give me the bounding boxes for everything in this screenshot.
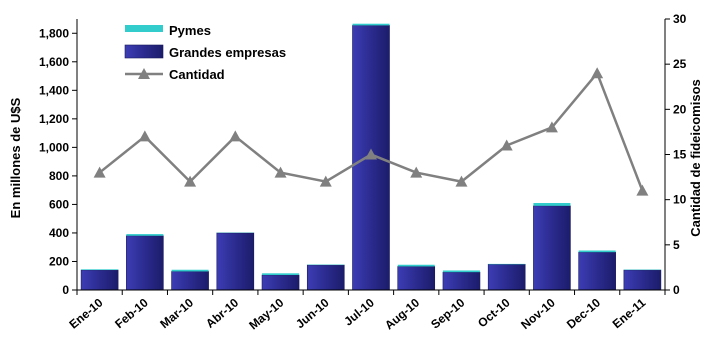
y-tick-label: 1,200 — [39, 112, 69, 126]
y-axis-title: En millones de U$S — [8, 97, 23, 218]
bar-pymes-11 — [578, 250, 616, 253]
y2-axis-title: Cantidad de fideicomisos — [688, 79, 703, 236]
bar-grandes-5 — [306, 264, 345, 291]
point-cantidad-11 — [591, 67, 604, 79]
x-tick-label: Ene-11 — [610, 295, 649, 331]
y2-tick-label: 30 — [673, 12, 687, 26]
point-cantidad-10 — [545, 121, 558, 133]
y2-tick-label: 15 — [673, 148, 687, 162]
bar-grandes-9 — [487, 264, 526, 291]
y-tick-label: 400 — [49, 226, 69, 240]
x-tick-label: Oct-10 — [475, 295, 513, 330]
bars-layer — [80, 23, 662, 291]
y-tick-label: 1,400 — [39, 83, 69, 97]
point-cantidad-3 — [229, 130, 242, 142]
point-cantidad-2 — [184, 175, 197, 187]
point-cantidad-7 — [410, 166, 423, 178]
x-tick-label: Feb-10 — [112, 295, 151, 331]
bar-pymes-1 — [126, 234, 164, 236]
bar-grandes-4 — [261, 274, 300, 291]
x-tick-label: May-10 — [246, 295, 286, 332]
x-tick-label: Abr-10 — [203, 295, 241, 330]
bar-pymes-7 — [397, 264, 435, 267]
x-tick-label: Mar-10 — [157, 295, 196, 331]
x-tick-label: Aug-10 — [382, 295, 422, 332]
bar-grandes-0 — [80, 269, 119, 291]
y2-tick-label: 20 — [673, 102, 687, 116]
point-cantidad-12 — [636, 184, 649, 196]
legend-label: Cantidad — [169, 67, 225, 82]
x-tick-label: Sep-10 — [428, 295, 467, 331]
legend: Pymes Grandes empresas Cantidad — [124, 23, 286, 82]
y2-tick-label: 5 — [673, 238, 680, 252]
bar-pymes-2 — [171, 269, 209, 272]
bar-pymes-8 — [442, 270, 480, 273]
bar-pymes-0 — [81, 269, 119, 271]
legend-swatch-pymes — [125, 25, 163, 32]
y2-tick-label: 0 — [673, 283, 680, 297]
bar-grandes-11 — [578, 251, 616, 291]
bar-grandes-10 — [533, 205, 571, 291]
point-cantidad-1 — [138, 130, 151, 142]
bar-pymes-4 — [262, 273, 300, 276]
y-tick-label: 800 — [49, 169, 69, 183]
x-tick-label: Ene-10 — [66, 295, 105, 331]
x-tick-label: Jun-10 — [293, 295, 332, 331]
point-cantidad-4 — [274, 166, 287, 178]
y-tick-label: 200 — [49, 254, 69, 268]
point-cantidad-0 — [93, 166, 106, 178]
bar-pymes-10 — [533, 202, 571, 206]
legend-label: Grandes empresas — [169, 45, 286, 60]
legend-marker-cantidad — [138, 68, 150, 79]
bar-grandes-12 — [623, 269, 662, 291]
line-layer — [93, 67, 649, 196]
bar-grandes-8 — [442, 271, 481, 291]
point-cantidad-9 — [500, 139, 513, 151]
bar-grandes-7 — [397, 266, 436, 291]
y-tick-label: 1,600 — [39, 55, 69, 69]
y-tick-label: 600 — [49, 197, 69, 211]
bar-grandes-1 — [126, 235, 164, 291]
point-cantidad-8 — [455, 175, 468, 187]
bar-grandes-2 — [171, 271, 209, 291]
bar-pymes-6 — [352, 23, 390, 26]
y-tick-label: 1,800 — [39, 26, 69, 40]
y-tick-label: 0 — [62, 283, 69, 297]
y-tick-label: 1,000 — [39, 140, 69, 154]
x-tick-label: Jul-10 — [341, 295, 377, 328]
legend-label: Pymes — [169, 23, 211, 38]
point-cantidad-5 — [319, 175, 332, 187]
bar-grandes-3 — [216, 232, 255, 291]
point-cantidad-6 — [365, 148, 377, 160]
legend-swatch-grandes — [124, 44, 164, 59]
x-tick-label: Dec-10 — [564, 295, 603, 331]
y2-tick-label: 25 — [673, 57, 687, 71]
y2-tick-label: 10 — [673, 193, 687, 207]
x-tick-label: Nov-10 — [518, 295, 558, 332]
